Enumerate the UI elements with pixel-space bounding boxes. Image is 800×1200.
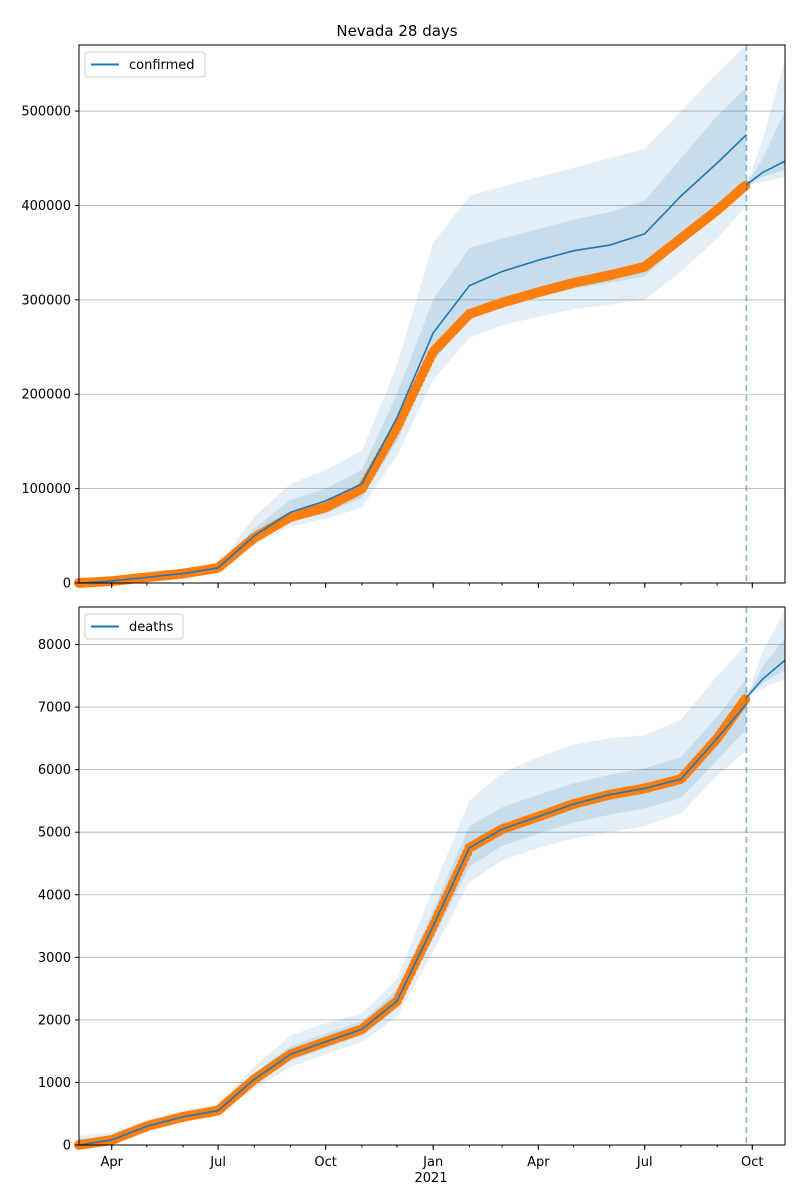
deaths-panel: 0 1000 2000 3000 4000 5000 6000 7000 8000 Apr Jul…: [38, 606, 786, 1170]
y-tick-label: 7000: [38, 701, 71, 716]
confirmed-x-axis: [111, 583, 753, 588]
confirmed-model-line: [78, 134, 786, 584]
confirmed-legend-box: [84, 51, 206, 78]
y-tick-label: 400000: [21, 199, 71, 214]
y-tick-label: 4000: [38, 888, 71, 903]
y-tick-label: 1000: [38, 1076, 71, 1091]
confirmed-plot-frame: [78, 44, 786, 584]
confirmed-model-line-path: [78, 134, 747, 584]
y-tick-label: 300000: [21, 293, 71, 308]
y-tick-label: 100000: [21, 482, 71, 497]
deaths-forecast-line-path: [745, 659, 786, 699]
x-tick-label: Oct: [314, 1155, 336, 1170]
y-tick-label: 5000: [38, 826, 71, 841]
deaths-legend-box: [84, 613, 184, 640]
deaths-model-line-path: [78, 703, 748, 1146]
confirmed-forecast-outer-band: [746, 59, 785, 185]
deaths-legend: deaths: [84, 613, 184, 640]
confirmed-observed-points: [74, 180, 751, 588]
y-tick-label: 0: [63, 1139, 71, 1154]
confirmed-outer-band: [79, 45, 747, 583]
x-tick-label: Jan: [422, 1155, 443, 1170]
deaths-bands: [79, 610, 785, 1145]
y-tick-label: 8000: [38, 638, 71, 653]
x-tick-label: Jul: [636, 1155, 653, 1170]
x-tick-label: Oct: [741, 1155, 763, 1170]
chart-title: Nevada 28 days: [336, 22, 457, 40]
y-tick-label: 200000: [21, 388, 71, 403]
y-tick-label: 6000: [38, 763, 71, 778]
deaths-x-axis: Apr Jul Oct Jan Apr Jul Oct: [100, 1145, 764, 1170]
y-tick-label: 2000: [38, 1013, 71, 1028]
confirmed-legend: confirmed: [84, 51, 206, 78]
y-tick-label: 500000: [21, 105, 71, 120]
confirmed-forecast-line-path: [745, 160, 786, 186]
y-tick-label: 0: [63, 577, 71, 592]
x-tick-label: Apr: [100, 1155, 123, 1170]
deaths-plot-frame: [78, 606, 786, 1146]
y-tick-label: 3000: [38, 951, 71, 966]
deaths-model-line: [78, 659, 786, 1146]
deaths-y-axis: 0 1000 2000 3000 4000 5000 6000 7000 8000: [38, 638, 79, 1154]
confirmed-bands: [79, 45, 785, 583]
deaths-inner-band: [79, 678, 747, 1145]
deaths-legend-label: deaths: [129, 620, 174, 635]
confirmed-panel: 0 100000 200000 300000 400000 500000 confirme…: [21, 44, 786, 592]
x-tick-label: Apr: [527, 1155, 550, 1170]
deaths-outer-band: [79, 644, 747, 1145]
deaths-forecast-inner-band: [746, 638, 785, 698]
confirmed-y-axis: 0 100000 200000 300000 400000 500000: [21, 105, 79, 592]
x-year-label: 2021: [414, 1171, 447, 1186]
x-tick-label: Jul: [209, 1155, 226, 1170]
confirmed-legend-label: confirmed: [129, 58, 195, 73]
deaths-forecast-outer-band: [746, 610, 785, 698]
